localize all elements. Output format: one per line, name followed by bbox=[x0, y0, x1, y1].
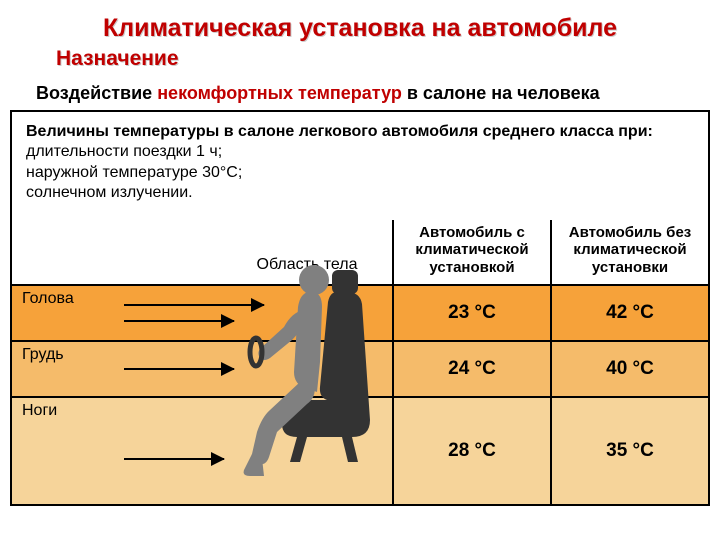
intro-line-2: длительности поездки 1 ч; bbox=[26, 142, 694, 162]
arrow-icon bbox=[124, 368, 234, 370]
section-suffix: в салоне на человека bbox=[402, 83, 600, 103]
section-label: Воздействие некомфортных температур в са… bbox=[0, 83, 720, 104]
intro-line-1: Величины температуры в салоне легкового … bbox=[26, 122, 694, 142]
intro-line-4: солнечном излучении. bbox=[26, 183, 694, 203]
section-prefix: Воздействие bbox=[36, 83, 157, 103]
info-panel: Величины температуры в салоне легкового … bbox=[10, 110, 710, 506]
header-body-area: Область тела bbox=[222, 220, 392, 284]
table-row: Грудь 24 °C 40 °C bbox=[12, 340, 708, 396]
value-without-ac: 40 °C bbox=[550, 342, 708, 396]
table-row: Ноги 28 °C 35 °C bbox=[12, 396, 708, 504]
row-label-chest: Грудь bbox=[12, 342, 144, 364]
header-with-ac: Автомобиль с климатической установкой bbox=[392, 220, 550, 284]
arrow-icon bbox=[124, 320, 234, 322]
value-with-ac: 24 °C bbox=[392, 342, 550, 396]
page-title: Климатическая установка на автомобиле bbox=[0, 0, 720, 47]
section-accent: некомфортных температур bbox=[157, 83, 402, 103]
value-without-ac: 35 °C bbox=[550, 398, 708, 504]
intro-block: Величины температуры в салоне легкового … bbox=[12, 112, 708, 208]
header-without-ac: Автомобиль без климатической установки bbox=[550, 220, 708, 284]
table-row: Голова 23 °C 42 °C bbox=[12, 284, 708, 340]
data-rows: Голова 23 °C 42 °C Грудь 24 °C 40 °C Ног… bbox=[12, 284, 708, 504]
value-with-ac: 23 °C bbox=[392, 286, 550, 340]
page-subtitle: Назначение bbox=[0, 47, 720, 71]
value-with-ac: 28 °C bbox=[392, 398, 550, 504]
value-without-ac: 42 °C bbox=[550, 286, 708, 340]
arrow-icon bbox=[124, 304, 264, 306]
row-label-legs: Ноги bbox=[12, 398, 144, 420]
column-headers: Область тела Автомобиль с климатической … bbox=[12, 220, 708, 284]
intro-line-3: наружной температуре 30°С; bbox=[26, 163, 694, 183]
arrow-icon bbox=[124, 458, 224, 460]
